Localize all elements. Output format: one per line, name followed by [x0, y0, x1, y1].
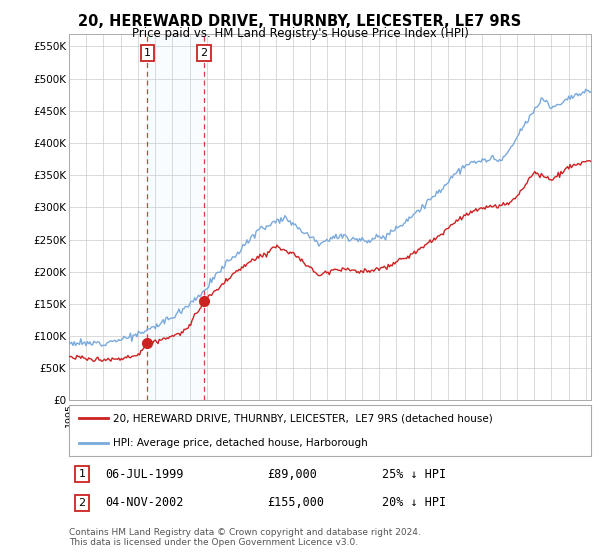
Text: Price paid vs. HM Land Registry's House Price Index (HPI): Price paid vs. HM Land Registry's House … — [131, 27, 469, 40]
Text: 20, HEREWARD DRIVE, THURNBY, LEICESTER, LE7 9RS: 20, HEREWARD DRIVE, THURNBY, LEICESTER, … — [79, 14, 521, 29]
Text: £155,000: £155,000 — [268, 497, 325, 510]
Bar — [147, 34, 204, 400]
Text: 1: 1 — [79, 469, 86, 479]
Text: 2: 2 — [200, 48, 208, 58]
Text: 25% ↓ HPI: 25% ↓ HPI — [382, 468, 446, 480]
Text: 1: 1 — [144, 48, 151, 58]
Text: £89,000: £89,000 — [268, 468, 317, 480]
Text: HPI: Average price, detached house, Harborough: HPI: Average price, detached house, Harb… — [113, 438, 368, 448]
Text: 20% ↓ HPI: 20% ↓ HPI — [382, 497, 446, 510]
Text: 04-NOV-2002: 04-NOV-2002 — [106, 497, 184, 510]
Text: 20, HEREWARD DRIVE, THURNBY, LEICESTER,  LE7 9RS (detached house): 20, HEREWARD DRIVE, THURNBY, LEICESTER, … — [113, 413, 493, 423]
Text: 06-JUL-1999: 06-JUL-1999 — [106, 468, 184, 480]
Text: This data is licensed under the Open Government Licence v3.0.: This data is licensed under the Open Gov… — [69, 538, 358, 547]
Text: Contains HM Land Registry data © Crown copyright and database right 2024.: Contains HM Land Registry data © Crown c… — [69, 528, 421, 536]
Text: 2: 2 — [79, 498, 86, 508]
